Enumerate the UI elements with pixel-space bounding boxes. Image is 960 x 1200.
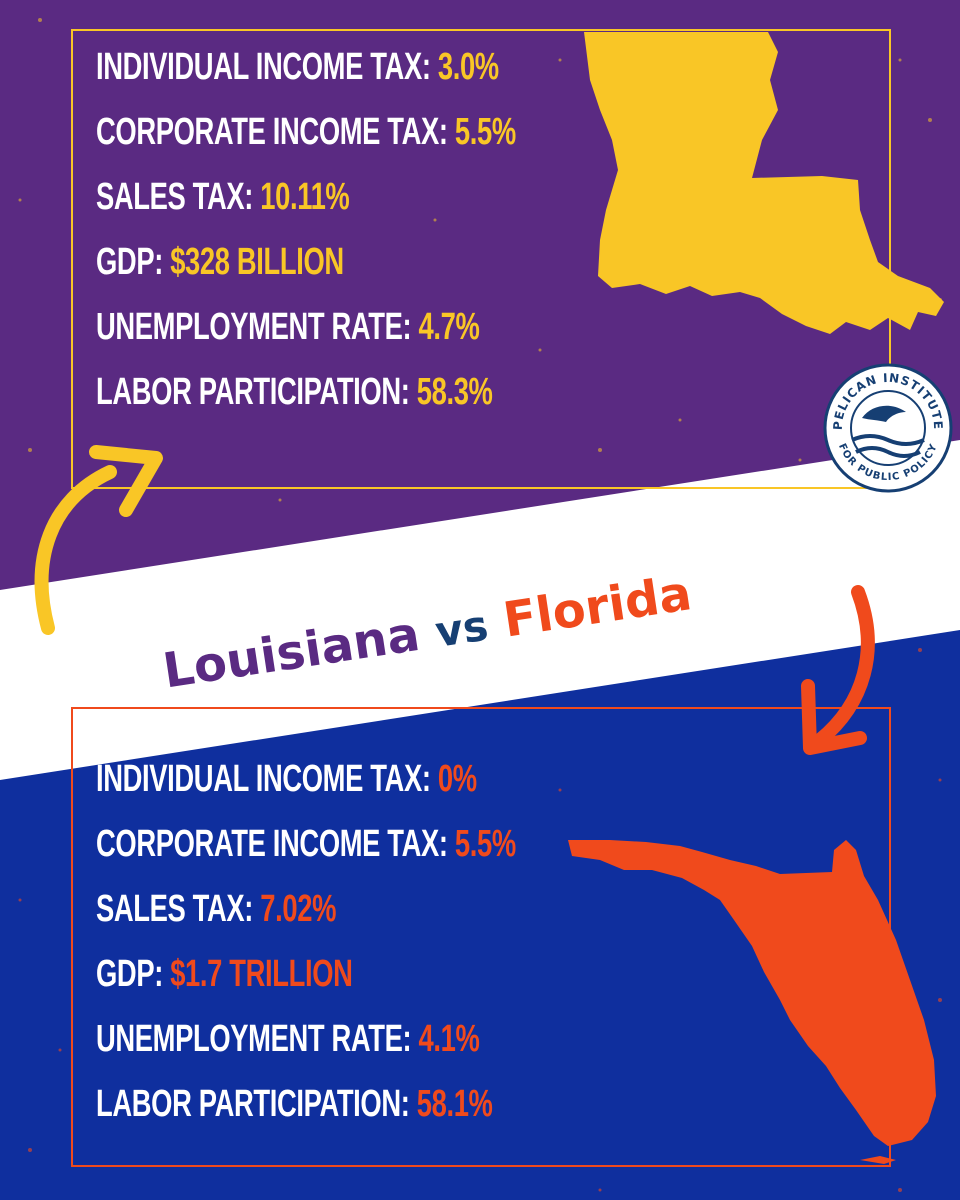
banner-vs: vs (432, 600, 492, 657)
louisiana-frame (71, 29, 891, 489)
florida-unemployment-rate: UNEMPLOYMENT RATE: 4.1% (96, 1018, 480, 1060)
louisiana-stats: INDIVIDUAL INCOME TAX: 3.0% CORPORATE IN… (96, 48, 679, 438)
louisiana-corporate-income-tax: CORPORATE INCOME TAX: 5.5% (96, 111, 516, 153)
louisiana-sales-tax: SALES TAX: 10.11% (96, 176, 350, 218)
yellow-arrow (34, 465, 117, 635)
florida-individual-income-tax: INDIVIDUAL INCOME TAX: 0% (96, 758, 477, 800)
title-banner (0, 440, 960, 780)
louisiana-map (584, 32, 944, 334)
florida-sales-tax: SALES TAX: 7.02% (96, 888, 337, 930)
pelican-institute-logo: PELICAN INSTITUTE FOR PUBLIC POLICY (823, 363, 953, 493)
orange-arrowhead (801, 679, 867, 755)
wave-icon-2 (855, 446, 921, 458)
louisiana-gdp: GDP: $328 BILLION (96, 241, 344, 283)
orange-arrow (813, 585, 875, 747)
pelican-icon (862, 405, 906, 422)
florida-map (568, 840, 936, 1146)
florida-corporate-income-tax: CORPORATE INCOME TAX: 5.5% (96, 823, 516, 865)
florida-labor-participation: LABOR PARTICIPATION: 58.1% (96, 1083, 493, 1125)
louisiana-labor-participation: LABOR PARTICIPATION: 58.3% (96, 371, 493, 413)
speckle-texture-blue (18, 648, 942, 1192)
wave-icon (851, 434, 925, 446)
louisiana-unemployment-rate: UNEMPLOYMENT RATE: 4.7% (96, 306, 480, 348)
florida-stats: INDIVIDUAL INCOME TAX: 0% CORPORATE INCO… (96, 760, 679, 1150)
florida-keys (860, 1156, 896, 1164)
florida-gdp: GDP: $1.7 TRILLION (96, 953, 353, 995)
louisiana-individual-income-tax: INDIVIDUAL INCOME TAX: 3.0% (96, 46, 499, 88)
yellow-arrowhead (89, 445, 163, 517)
